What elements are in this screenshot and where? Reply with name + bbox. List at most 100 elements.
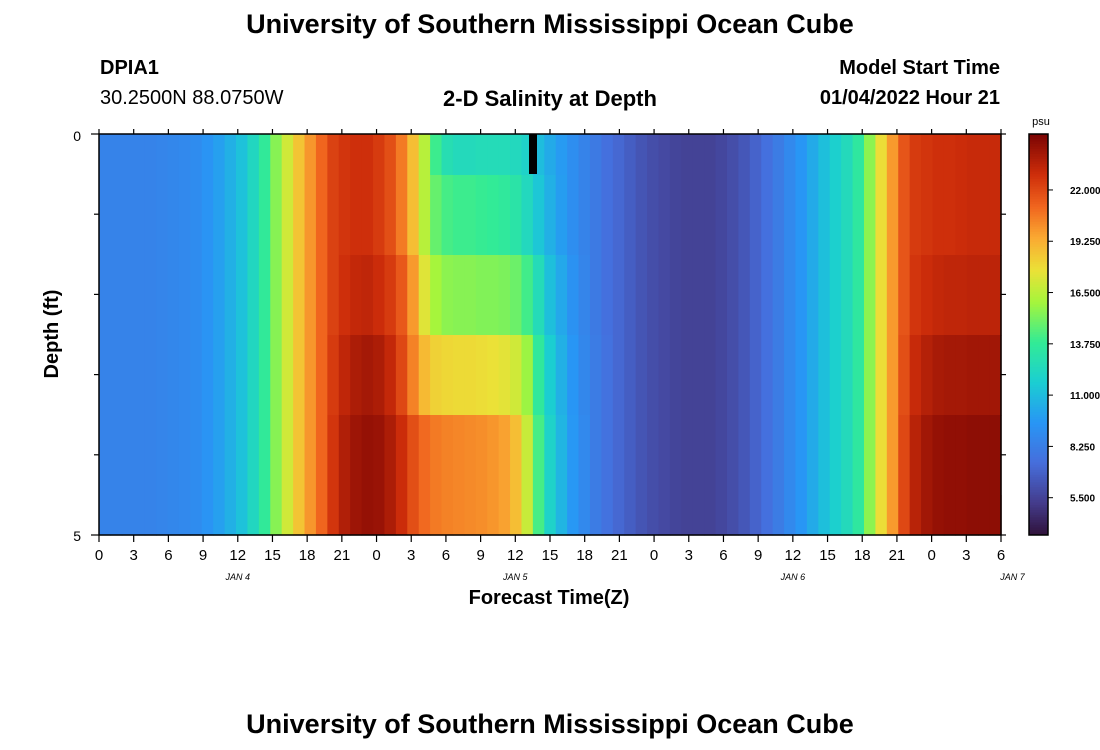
heatmap-cell — [978, 495, 991, 535]
heatmap-cell — [818, 134, 831, 176]
heatmap-cell — [966, 175, 979, 256]
heatmap-cell — [555, 175, 568, 256]
heatmap-cell — [430, 255, 443, 336]
heatmap-cell — [886, 175, 899, 256]
heatmap-cell — [852, 134, 865, 176]
heatmap-cell — [806, 335, 819, 416]
heatmap-cell — [658, 335, 671, 416]
heatmap-cell — [875, 175, 888, 256]
colorbar-segment — [1029, 354, 1048, 358]
colorbar-segment — [1029, 382, 1048, 386]
heatmap-cell — [532, 335, 545, 416]
colorbar-tick-label: 11.000 — [1070, 391, 1100, 402]
heatmap-cell — [510, 495, 523, 535]
y-tick-label: 0 — [73, 128, 81, 144]
colorbar-segment — [1029, 311, 1048, 315]
heatmap-cell — [452, 175, 465, 256]
heatmap-cell — [749, 255, 762, 336]
colorbar-segment — [1029, 309, 1048, 313]
heatmap-cell — [281, 134, 294, 176]
colorbar-segment — [1029, 261, 1048, 265]
x-tick-label: 18 — [299, 547, 316, 564]
heatmap-cell — [361, 134, 374, 176]
heatmap-cell — [281, 495, 294, 535]
heatmap-cell — [806, 255, 819, 336]
colorbar-segment — [1029, 514, 1048, 518]
heatmap-cell — [452, 335, 465, 416]
heatmap-cell — [555, 495, 568, 535]
colorbar-segment — [1029, 204, 1048, 208]
colorbar-segment — [1029, 467, 1048, 471]
heatmap-cell — [133, 335, 146, 416]
heatmap-cell — [338, 175, 351, 256]
colorbar-segment — [1029, 206, 1048, 210]
heatmap-cell — [567, 134, 580, 176]
heatmap-cell — [498, 335, 511, 416]
heatmap-cell — [201, 134, 214, 176]
heatmap-cell — [464, 255, 477, 336]
heatmap-cell — [795, 134, 808, 176]
heatmap-cell — [567, 175, 580, 256]
heatmap-cell — [350, 255, 363, 336]
day-label: JAN 5 — [502, 572, 529, 582]
heatmap-cell — [658, 495, 671, 535]
heatmap-cell — [384, 495, 397, 535]
heatmap-cell — [304, 335, 317, 416]
heatmap-cell — [395, 255, 408, 336]
heatmap-cell — [418, 255, 431, 336]
colorbar-segment — [1029, 184, 1048, 188]
heatmap-cell — [121, 175, 134, 256]
colorbar-segment — [1029, 344, 1048, 348]
heatmap-cell — [281, 335, 294, 416]
heatmap-cell — [270, 134, 283, 176]
heatmap-cell — [258, 134, 271, 176]
heatmap-cell — [224, 134, 237, 176]
heatmap-cell — [350, 335, 363, 416]
heatmap-cell — [395, 175, 408, 256]
heatmap-cell — [201, 495, 214, 535]
heatmap-cell — [464, 335, 477, 416]
heatmap-cell — [441, 495, 454, 535]
colorbar-segment — [1029, 399, 1048, 403]
colorbar-segment — [1029, 294, 1048, 298]
heatmap-cell — [487, 175, 500, 256]
colorbar-segment — [1029, 387, 1048, 391]
heatmap-cell — [361, 255, 374, 336]
heatmap-cell — [395, 495, 408, 535]
heatmap-cell — [886, 134, 899, 176]
heatmap-cell — [304, 134, 317, 176]
colorbar-segment — [1029, 316, 1048, 320]
colorbar-segment — [1029, 509, 1048, 513]
colorbar-segment — [1029, 134, 1048, 138]
heatmap-cell — [738, 495, 751, 535]
heatmap-cell — [110, 175, 123, 256]
heatmap-cell — [144, 255, 157, 336]
heatmap-cell — [715, 335, 728, 416]
heatmap-cell — [863, 495, 877, 535]
heatmap-cell — [955, 495, 968, 535]
heatmap-cell — [578, 175, 591, 256]
heatmap-cell — [190, 175, 203, 256]
heatmap-cell — [156, 134, 169, 176]
x-tick-label: 6 — [997, 547, 1005, 564]
colorbar-segment — [1029, 224, 1048, 228]
x-tick-label: 6 — [164, 547, 172, 564]
heatmap-cell — [475, 255, 488, 336]
x-tick-label: 6 — [442, 547, 450, 564]
colorbar-segment — [1029, 452, 1048, 456]
x-tick-label: 6 — [719, 547, 727, 564]
heatmap-cell — [224, 335, 237, 416]
heatmap-cell — [475, 175, 488, 256]
heatmap-cell — [190, 335, 203, 416]
heatmap-cell — [475, 134, 488, 176]
colorbar-segment — [1029, 141, 1048, 145]
colorbar-segment — [1029, 146, 1048, 150]
heatmap-cell — [704, 495, 717, 535]
colorbar-segment — [1029, 149, 1048, 153]
colorbar-segment — [1029, 342, 1048, 346]
heatmap-cell — [578, 134, 591, 176]
heatmap-cell — [258, 175, 271, 256]
heatmap-cell — [989, 255, 1002, 336]
heatmap-cell — [704, 175, 717, 256]
heatmap-cell — [133, 134, 146, 176]
